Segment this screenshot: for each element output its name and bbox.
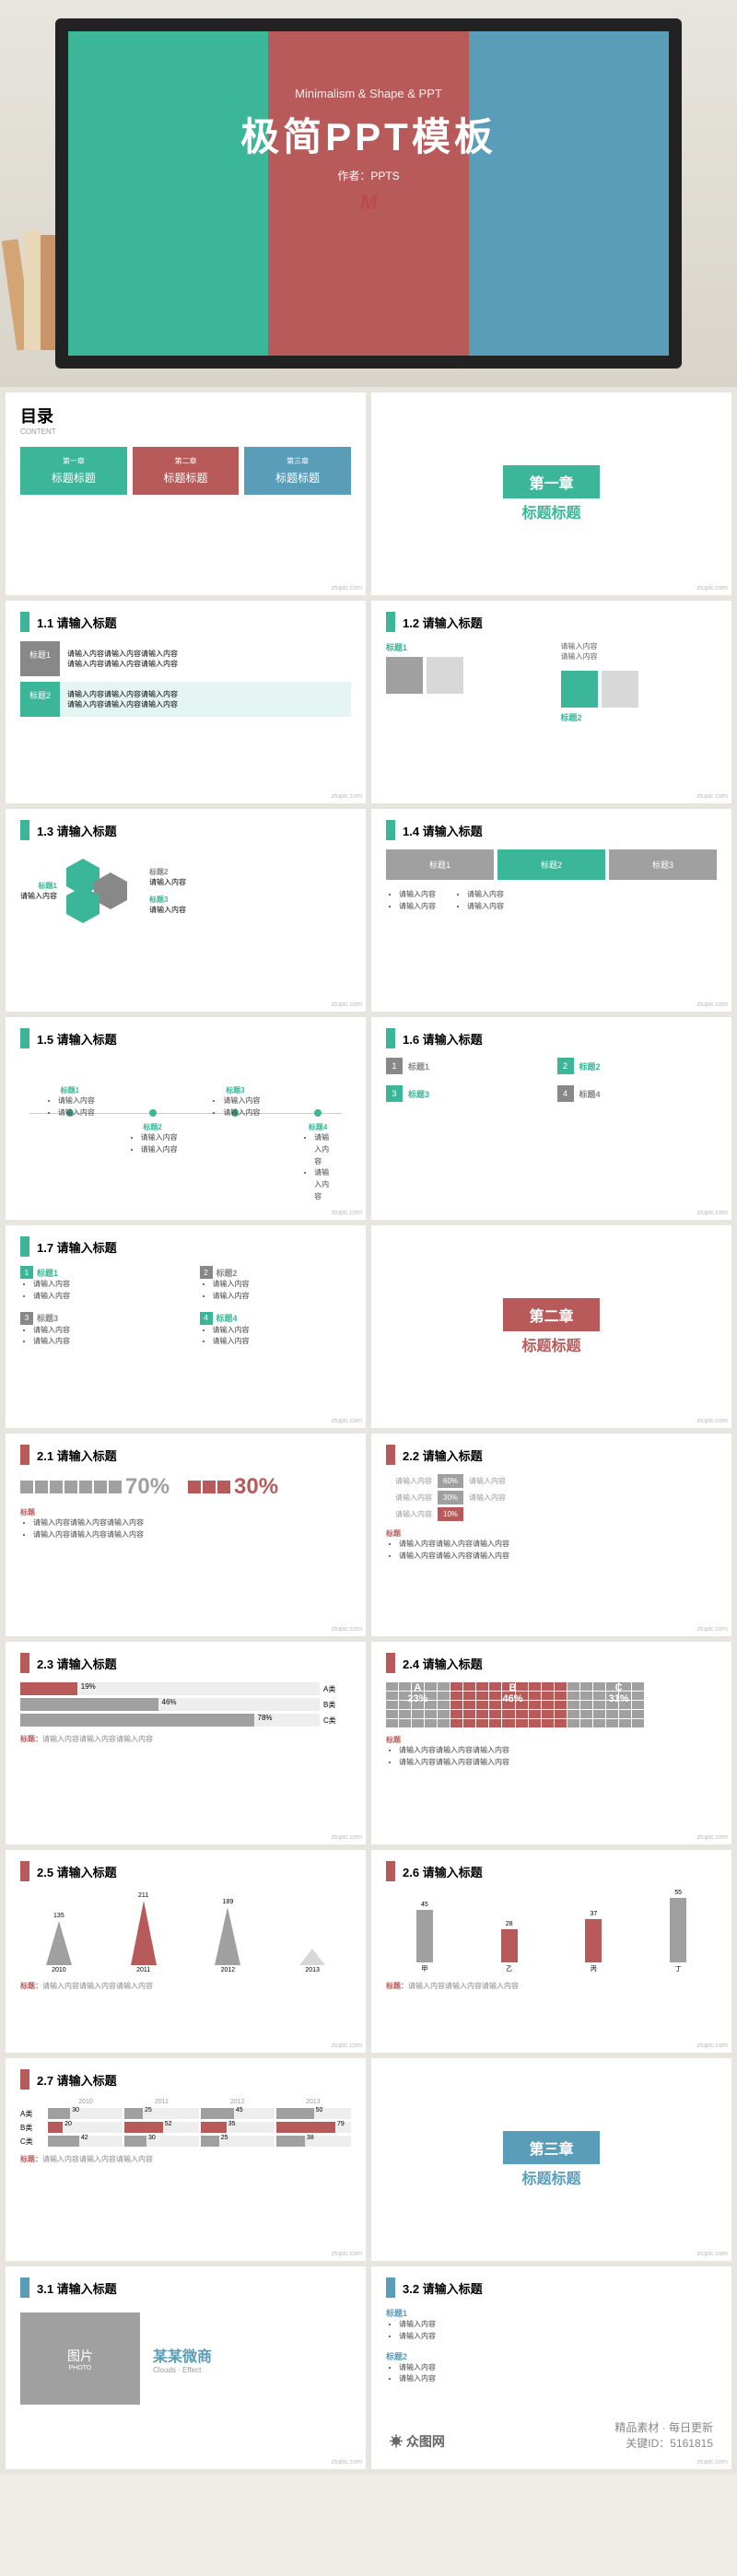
watermark: ztupic.com: [697, 793, 728, 800]
title-slide: Minimalism & Shape & PPT 极简PPT模板 作者：PPTS…: [68, 31, 669, 356]
watermark: ztupic.com: [332, 585, 362, 591]
slide: 2.4 请输入标题 A23%B46%C31% 标题请输入内容请输入内容请输入内容…: [371, 1642, 731, 1844]
slide: 2.1 请输入标题 70%30% 标题请输入内容请输入内容请输入内容请输入内容请…: [6, 1434, 366, 1636]
watermark: ztupic.com: [697, 2043, 728, 2049]
logo-icon: M: [68, 191, 669, 215]
watermark: ztupic.com: [332, 2459, 362, 2465]
watermark: ztupic.com: [332, 793, 362, 800]
slide: 3.2 请输入标题 标题1请输入内容请输入内容标题2请输入内容请输入内容 ☀ 众…: [371, 2266, 731, 2469]
slide-grid: 目录 CONTENT 第一章标题标题第二章标题标题第三章标题标题 ztupic.…: [0, 387, 737, 2475]
slide: 1.3 请输入标题 标题1请输入内容 标题2请输入内容标题3请输入内容 ztup…: [6, 809, 366, 1012]
watermark: ztupic.com: [332, 2043, 362, 2049]
slide: 1.4 请输入标题 标题1标题2标题3 请输入内容请输入内容请输入内容请输入内容…: [371, 809, 731, 1012]
watermark: ztupic.com: [332, 1834, 362, 1841]
watermark: ztupic.com: [332, 1418, 362, 1424]
hero-section: Minimalism & Shape & PPT 极简PPT模板 作者：PPTS…: [0, 0, 737, 387]
watermark: ztupic.com: [697, 2459, 728, 2465]
slide: 2.2 请输入标题 请输入内容60%请输入内容请输入内容30%请输入内容请输入内…: [371, 1434, 731, 1636]
slide: 1.6 请输入标题 1标题12标题23标题34标题4 ztupic.com: [371, 1017, 731, 1220]
watermark: ztupic.com: [332, 1626, 362, 1633]
slide: 1.7 请输入标题 1标题1请输入内容请输入内容2标题2请输入内容请输入内容3标…: [6, 1225, 366, 1428]
watermark: ztupic.com: [332, 1210, 362, 1216]
watermark: ztupic.com: [697, 1001, 728, 1008]
watermark: ztupic.com: [697, 1210, 728, 1216]
watermark: ztupic.com: [697, 585, 728, 591]
monitor-frame: Minimalism & Shape & PPT 极简PPT模板 作者：PPTS…: [55, 18, 682, 369]
watermark: ztupic.com: [697, 1626, 728, 1633]
slide: 目录 CONTENT 第一章标题标题第二章标题标题第三章标题标题 ztupic.…: [6, 392, 366, 595]
slide: 1.2 请输入标题 标题1 请输入内容请输入内容标题2 ztupic.com: [371, 601, 731, 803]
slide: 2.7 请输入标题2010201120122013 A类30254550B类20…: [6, 2058, 366, 2261]
slide: 1.5 请输入标题 标题1请输入内容请输入内容 标题2请输入内容请输入内容 标题…: [6, 1017, 366, 1220]
slide: 1.1 请输入标题标题1请输入内容请输入内容请输入内容请输入内容请输入内容请输入…: [6, 601, 366, 803]
slide: 2.6 请输入标题 45甲28乙37丙55丁 标题：请输入内容请输入内容请输入内…: [371, 1850, 731, 2053]
author: 作者：PPTS: [68, 168, 669, 183]
slide: 第一章标题标题ztupic.com: [371, 392, 731, 595]
slide: 2.3 请输入标题 19%A类46%B类78%C类 标题：请输入内容请输入内容请…: [6, 1642, 366, 1844]
slide: 第三章标题标题ztupic.com: [371, 2058, 731, 2261]
slide: 第二章标题标题ztupic.com: [371, 1225, 731, 1428]
main-title: 极简PPT模板: [68, 106, 669, 162]
slide: 3.1 请输入标题 图片PHOTO 某某微商Clouds · Effect zt…: [6, 2266, 366, 2469]
slide: 2.5 请输入标题 1352010211201118920122013 标题：请…: [6, 1850, 366, 2053]
watermark: ztupic.com: [697, 1418, 728, 1424]
watermark: ztupic.com: [332, 2251, 362, 2257]
watermark: ztupic.com: [332, 1001, 362, 1008]
watermark: ztupic.com: [697, 1834, 728, 1841]
overlay-text: 精品素材 · 每日更新关键ID：5161815: [614, 2419, 713, 2451]
subtitle: Minimalism & Shape & PPT: [68, 87, 669, 100]
watermark: ztupic.com: [697, 2251, 728, 2257]
site-logo: ☀ 众图网: [390, 2432, 445, 2451]
